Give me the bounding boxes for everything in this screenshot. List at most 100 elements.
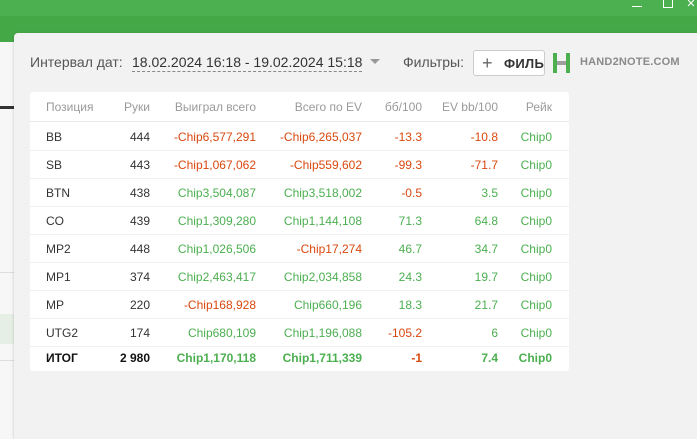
position-stats-table: Позиция Руки Выиграл всего Всего по EV б… [30, 92, 569, 371]
cell-hands: 438 [129, 185, 150, 200]
column-header-ev-bb100[interactable]: EV bb/100 [441, 99, 498, 114]
cell-ev-bb100: 3.5 [481, 185, 498, 200]
cell-ev-bb100: -10.8 [470, 129, 498, 144]
minimize-icon[interactable] [630, 0, 644, 8]
table-row[interactable]: BTN 438 Chip3,504,087 Chip3,518,002 -0.5 3.5 C… [30, 179, 569, 207]
cell-position: BB [46, 129, 63, 144]
add-filter-label: ФИЛЬ [504, 56, 545, 71]
cell-rake: Chip0 [520, 325, 552, 340]
cell-ev-total: Chip2,034,858 [283, 269, 362, 284]
table-row[interactable]: UTG2 174 Chip680,109 Chip1,196,088 -105.2 6 Ch… [30, 319, 569, 347]
add-filter-button[interactable]: + ФИЛЬ [473, 50, 545, 76]
cell-rake: Chip0 [520, 157, 552, 172]
cell-rake: Chip0 [520, 297, 552, 312]
position-stats-dialog: Интервал дат: 18.02.2024 16:18 - 19.02.2… [14, 33, 697, 439]
cell-position: MP [46, 297, 64, 312]
cell-position: CO [46, 213, 64, 228]
cell-won-total: -Chip168,928 [183, 297, 256, 312]
cell-rake: Chip0 [520, 269, 552, 284]
cell-ev-total: Chip1,144,108 [283, 213, 362, 228]
cell-rake: Chip0 [520, 185, 552, 200]
total-cell-rake: Chip0 [518, 351, 552, 365]
table-row[interactable]: CO 439 Chip1,309,280 Chip1,144,108 71.3 64.8 C… [30, 207, 569, 235]
cell-won-total: Chip1,026,506 [177, 241, 256, 256]
filters-label: Фильтры: [403, 54, 464, 70]
cell-ev-total: -Chip559,602 [289, 157, 362, 172]
cell-won-total: -Chip6,577,291 [173, 129, 256, 144]
cell-ev-total: -Chip17,274 [296, 241, 362, 256]
date-interval-picker[interactable]: 18.02.2024 16:18 - 19.02.2024 15:18 [132, 54, 363, 72]
column-header-bb100[interactable]: бб/100 [384, 99, 422, 114]
cell-bb100: -99.3 [394, 157, 422, 172]
cell-won-total: Chip2,463,417 [177, 269, 256, 284]
cell-hands: 439 [129, 213, 150, 228]
cell-ev-bb100: 21.7 [474, 297, 498, 312]
cell-won-total: Chip1,309,280 [177, 213, 256, 228]
cell-ev-bb100: 64.8 [474, 213, 498, 228]
total-cell-bb100: -1 [411, 351, 422, 365]
cell-bb100: -0.5 [401, 185, 422, 200]
panel-divider [0, 106, 14, 109]
maximize-icon[interactable] [660, 0, 674, 8]
cell-rake: Chip0 [520, 129, 552, 144]
cell-rake: Chip0 [520, 213, 552, 228]
cell-bb100: 24.3 [398, 269, 422, 284]
cell-position: BTN [46, 185, 70, 200]
cell-bb100: -105.2 [387, 325, 422, 340]
cell-ev-bb100: 19.7 [474, 269, 498, 284]
column-header-won-total[interactable]: Выиграл всего [174, 99, 256, 114]
hand2note-logo-text: HAND2NOTE.COM [580, 56, 680, 68]
cell-hands: 444 [129, 129, 150, 144]
cell-hands: 220 [129, 297, 150, 312]
background-panel [0, 42, 14, 439]
hand2note-logo-icon [552, 53, 572, 73]
chevron-down-icon[interactable] [370, 59, 380, 64]
cell-hands: 374 [129, 269, 150, 284]
cell-bb100: 46.7 [398, 241, 422, 256]
column-header-hands[interactable]: Руки [124, 99, 150, 114]
cell-won-total: Chip680,109 [187, 325, 256, 340]
cell-rake: Chip0 [520, 241, 552, 256]
cell-hands: 174 [129, 325, 150, 340]
total-cell-ev-total: Chip1,711,339 [282, 351, 362, 365]
column-header-position[interactable]: Позиция [46, 99, 94, 114]
hand2note-logo: HAND2NOTE.COM [552, 51, 694, 75]
cell-won-total: Chip3,504,087 [177, 185, 256, 200]
panel-divider [0, 272, 14, 273]
cell-hands: 448 [129, 241, 150, 256]
cell-bb100: 71.3 [398, 213, 422, 228]
plus-icon: + [482, 53, 493, 73]
table-row[interactable]: SB 443 -Chip1,067,062 -Chip559,602 -99.3 -71.… [30, 151, 569, 179]
table-row[interactable]: MP 220 -Chip168,928 Chip660,196 18.3 21.7 Chip… [30, 291, 569, 319]
cell-position: UTG2 [46, 325, 79, 340]
cell-ev-bb100: 6 [491, 325, 498, 340]
cell-ev-total: Chip1,196,088 [283, 325, 362, 340]
cell-position: MP2 [46, 241, 71, 256]
cell-position: SB [46, 157, 63, 172]
cell-hands: 443 [129, 157, 150, 172]
cell-ev-total: Chip660,196 [293, 297, 362, 312]
column-header-ev-total[interactable]: Всего по EV [294, 99, 362, 114]
total-cell-ev-bb100: 7.4 [481, 351, 498, 365]
cell-won-total: -Chip1,067,062 [173, 157, 256, 172]
total-cell-hands: 2 980 [119, 351, 150, 365]
date-interval-label: Интервал дат: [30, 54, 123, 70]
close-icon[interactable]: ✕ [686, 0, 696, 10]
panel-divider [0, 360, 14, 361]
cell-bb100: -13.3 [394, 129, 422, 144]
cell-ev-bb100: 34.7 [474, 241, 498, 256]
panel-highlight-row [0, 314, 14, 344]
cell-ev-bb100: -71.7 [470, 157, 498, 172]
table-total-row: ИТОГ 2 980 Chip1,170,118 Chip1,711,339 -1 7.4… [30, 344, 569, 372]
cell-ev-total: -Chip6,265,037 [279, 129, 362, 144]
table-row[interactable]: MP2 448 Chip1,026,506 -Chip17,274 46.7 34.7 Ch… [30, 235, 569, 263]
table-row[interactable]: MP1 374 Chip2,463,417 Chip2,034,858 24.3 19.7… [30, 263, 569, 291]
column-header-rake[interactable]: Рейк [525, 99, 552, 114]
total-cell-won-total: Chip1,170,118 [176, 351, 256, 365]
table-header-row: Позиция Руки Выиграл всего Всего по EV б… [30, 92, 569, 122]
cell-bb100: 18.3 [398, 297, 422, 312]
cell-position: MP1 [46, 269, 71, 284]
app-title-bar: ✕ [0, 0, 697, 16]
table-row[interactable]: BB 444 -Chip6,577,291 -Chip6,265,037 -13.3 -1… [30, 123, 569, 151]
total-cell-position: ИТОГ [46, 351, 78, 365]
